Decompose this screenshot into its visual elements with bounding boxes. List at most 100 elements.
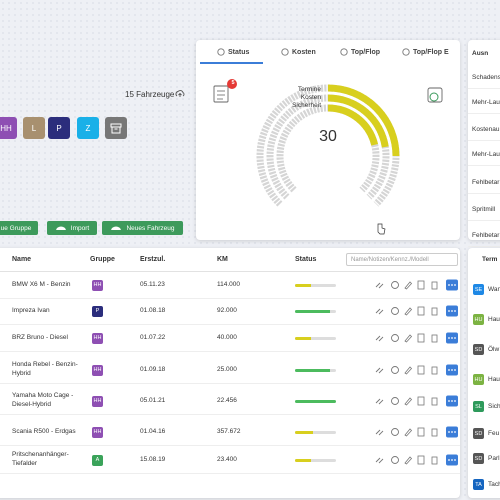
group-badge: HH bbox=[92, 395, 103, 407]
row-actions[interactable] bbox=[374, 279, 474, 291]
divider bbox=[468, 165, 500, 166]
appointment-text[interactable]: Parl bbox=[488, 455, 500, 462]
row-actions[interactable] bbox=[374, 305, 474, 317]
delete-icon bbox=[431, 428, 438, 437]
status-bar bbox=[295, 368, 336, 372]
first-registration: 05.11.23 bbox=[140, 281, 165, 288]
column-header: KM bbox=[217, 256, 228, 263]
tab-icon bbox=[340, 48, 348, 56]
action-button[interactable]: Neues Fahrzeug bbox=[102, 221, 183, 235]
gauge-arcs bbox=[256, 84, 400, 207]
status-bar bbox=[295, 309, 336, 313]
appointment-text[interactable]: Tach bbox=[488, 481, 500, 488]
status-fill bbox=[295, 336, 312, 340]
more-dot bbox=[454, 459, 456, 461]
appointment-text[interactable]: Ölw bbox=[488, 346, 500, 353]
row-actions[interactable] bbox=[374, 332, 474, 344]
column-header: Erstzul. bbox=[140, 256, 166, 263]
exception-item[interactable]: Fehlbetar bbox=[472, 232, 500, 239]
group-badge: P bbox=[92, 305, 103, 317]
group-button[interactable]: L bbox=[23, 117, 45, 139]
divider bbox=[468, 220, 500, 221]
exception-item[interactable]: Spritmill bbox=[472, 206, 496, 213]
link-icon bbox=[375, 282, 384, 289]
divider bbox=[468, 246, 500, 247]
appointment-text[interactable]: Feu bbox=[488, 430, 500, 437]
appointment-badge: TA bbox=[473, 479, 484, 490]
column-header: Status bbox=[295, 256, 317, 263]
delete-icon bbox=[431, 366, 438, 375]
first-registration: 01.04.16 bbox=[140, 428, 166, 435]
exception-item[interactable]: Mehr-Lau bbox=[472, 99, 500, 106]
action-label: Import bbox=[70, 224, 90, 232]
more-dot bbox=[451, 310, 453, 312]
group-badge: HH bbox=[92, 332, 103, 344]
tab-icon-ring bbox=[281, 48, 289, 56]
status-bar bbox=[295, 336, 336, 340]
first-registration: 01.08.18 bbox=[140, 307, 166, 314]
tab[interactable]: Kosten bbox=[281, 48, 316, 56]
group-button[interactable]: P bbox=[48, 117, 70, 139]
edit-icon bbox=[404, 456, 413, 465]
action-button[interactable]: Import bbox=[47, 221, 97, 235]
row-actions[interactable] bbox=[374, 364, 474, 376]
info-icon bbox=[391, 334, 399, 342]
mileage: 25.000 bbox=[217, 366, 237, 373]
tab-label: Status bbox=[228, 48, 250, 56]
mileage: 22.456 bbox=[217, 397, 237, 404]
link-icon bbox=[375, 429, 384, 436]
exception-item[interactable]: Kostenau bbox=[472, 126, 500, 133]
vehicle-name: BMW X6 M - Benzin bbox=[12, 280, 71, 288]
exception-item[interactable]: Fehlbetar bbox=[472, 179, 500, 186]
edit-icon bbox=[404, 334, 413, 343]
row-actions[interactable] bbox=[374, 426, 474, 438]
first-registration: 05.01.21 bbox=[140, 397, 166, 404]
vehicle-name: Impreza Ivan bbox=[12, 306, 50, 314]
group-badge: HH bbox=[92, 426, 103, 438]
row-divider bbox=[0, 351, 460, 352]
doc-icon bbox=[417, 306, 425, 316]
exception-item[interactable]: Mehr-Lau bbox=[472, 151, 500, 158]
search-box[interactable]: Name/Notizen/Kennz./Modell bbox=[346, 253, 458, 266]
more-dot bbox=[451, 459, 453, 461]
gauge-fill bbox=[327, 94, 389, 148]
row-actions[interactable] bbox=[374, 395, 474, 407]
status-fill bbox=[295, 399, 336, 403]
vehicle-name: Honda Rebel - Benzin-Hybrid bbox=[12, 361, 78, 377]
upload-icon[interactable] bbox=[175, 89, 185, 99]
group-button[interactable]: Z bbox=[77, 117, 99, 139]
more-dot bbox=[451, 400, 453, 402]
tab[interactable]: Status bbox=[217, 48, 249, 56]
row-divider bbox=[0, 445, 460, 446]
appointment-text[interactable]: Hau bbox=[488, 316, 500, 323]
more-dot bbox=[451, 369, 453, 371]
appointment-text[interactable]: Sich bbox=[488, 403, 500, 410]
tab-icon-ring bbox=[340, 48, 348, 56]
archive-button[interactable] bbox=[105, 117, 127, 139]
doc-icon bbox=[417, 427, 425, 437]
appointment-text[interactable]: Hau bbox=[488, 376, 500, 383]
tab-icon-ring bbox=[217, 48, 225, 56]
tab-icon bbox=[217, 48, 225, 56]
mileage: 40.000 bbox=[217, 334, 237, 341]
appointment-badge: HU bbox=[473, 374, 484, 385]
tab[interactable]: Top/Flop bbox=[340, 48, 380, 56]
row-actions[interactable] bbox=[374, 454, 474, 466]
group-button[interactable]: HH bbox=[0, 117, 17, 139]
gauge-track bbox=[266, 94, 390, 200]
appointment-text[interactable]: Wan bbox=[488, 286, 500, 293]
info-icon bbox=[391, 366, 399, 374]
vehicle-name: Yamaha Moto Cage - Diesel-Hybrid bbox=[12, 392, 74, 408]
appointment-badge: SD bbox=[473, 344, 484, 355]
more-dot bbox=[451, 431, 453, 433]
action-button[interactable]: ue Gruppe bbox=[0, 221, 38, 235]
doc-icon bbox=[417, 455, 425, 465]
divider bbox=[468, 88, 500, 89]
tab[interactable]: Top/Flop E bbox=[402, 48, 449, 56]
car-icon bbox=[55, 226, 66, 230]
status-fill bbox=[295, 283, 312, 287]
more-dot bbox=[454, 400, 456, 402]
exception-item[interactable]: Schadens bbox=[472, 74, 500, 81]
edit-icon bbox=[404, 307, 413, 316]
